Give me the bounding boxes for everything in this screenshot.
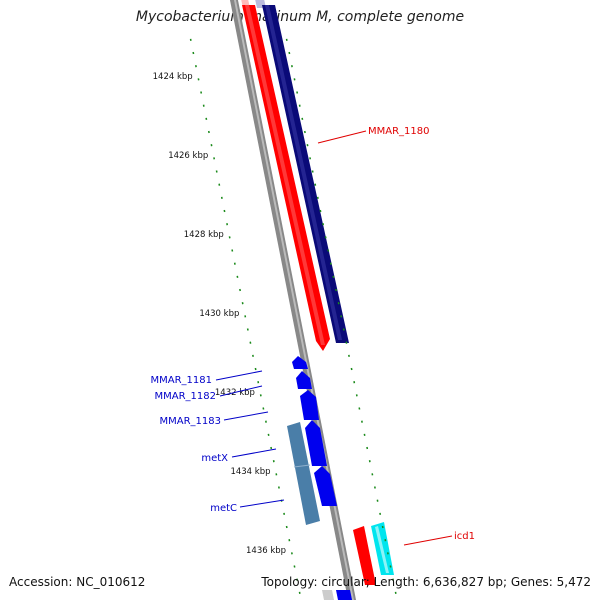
leader-mmar-1182	[219, 385, 263, 397]
tick-rail-left	[189, 38, 301, 594]
cds-cyan-icd1-highlight	[375, 526, 389, 573]
tick-rail-right	[285, 38, 397, 594]
leader-metc	[239, 499, 285, 508]
cds-red-mmar-1180-highlight	[245, 5, 325, 345]
leader-icd1	[403, 535, 453, 546]
accession-text: Accession: NC_010612	[9, 575, 146, 589]
gene-label-mmar-1183[interactable]: MMAR_1183	[160, 416, 222, 427]
tick-labels: 1424 kbp 1426 kbp 1428 kbp 1430 kbp 1432 kbp…	[153, 72, 286, 556]
gene-label-mmar-1181[interactable]: MMAR_1181	[151, 375, 213, 386]
cds-red-icd1	[353, 526, 376, 585]
tick-label: 1426 kbp	[168, 151, 208, 161]
genome-summary-text: Topology: circular; Length: 6,636,827 bp…	[261, 575, 591, 589]
tick-label: 1428 kbp	[184, 230, 224, 240]
map-title: Mycobacterium marinum M, complete genome	[135, 9, 465, 25]
tick-label: 1424 kbp	[153, 72, 193, 82]
leader-mmar-1181	[215, 370, 263, 381]
tick-label: 1432 kbp	[215, 388, 255, 398]
tick-label: 1430 kbp	[199, 309, 239, 319]
gene-arrow-mmar-1182	[296, 371, 312, 389]
gene-arrow-mmar-1183	[300, 390, 319, 420]
tick-label: 1434 kbp	[230, 467, 270, 477]
leader-metx	[231, 448, 277, 458]
tick-label: 1436 kbp	[246, 546, 286, 556]
gene-label-metc[interactable]: metC	[210, 503, 237, 514]
steel-blue-block-divider	[293, 464, 311, 468]
leader-mmar-1180	[317, 130, 367, 144]
leader-mmar-1183	[223, 411, 269, 421]
steel-blue-block	[287, 422, 320, 525]
gene-label-mmar-1180[interactable]: MMAR_1180	[368, 126, 430, 137]
gene-label-mmar-1182[interactable]: MMAR_1182	[155, 391, 217, 402]
strand-strip-bottom	[322, 590, 334, 600]
gene-label-icd1[interactable]: icd1	[454, 531, 475, 542]
cds-navy-mmar-1180-highlight	[265, 5, 342, 340]
gene-arrow-metc	[314, 466, 337, 506]
strand-strip-bottom-2	[336, 590, 352, 600]
gene-label-metx[interactable]: metX	[201, 453, 228, 464]
gene-arrow-mmar-1181	[292, 356, 308, 369]
gene-arrow-metx	[305, 420, 327, 466]
